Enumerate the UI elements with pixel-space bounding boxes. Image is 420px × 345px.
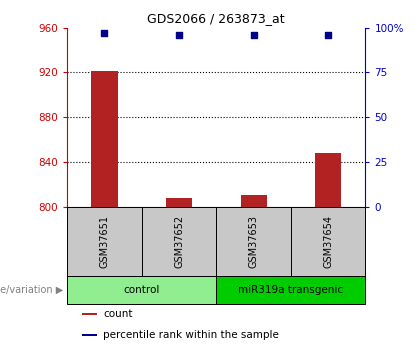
Point [176,32,182,38]
Text: GSM37653: GSM37653 [249,215,259,268]
Bar [291,207,365,276]
Text: GSM37654: GSM37654 [323,215,333,268]
Text: GSM37651: GSM37651 [100,215,110,268]
Bar [82,334,97,336]
Point [325,32,331,38]
Text: GSM37652: GSM37652 [174,215,184,268]
Bar [216,207,291,276]
Bar [315,153,341,207]
Bar [166,198,192,207]
Bar [241,195,267,207]
Text: genotype/variation ▶: genotype/variation ▶ [0,285,63,295]
Bar [92,71,118,207]
Bar [67,207,142,276]
Bar [67,276,216,304]
Text: percentile rank within the sample: percentile rank within the sample [103,330,279,339]
Text: count: count [103,309,132,319]
Bar [216,276,365,304]
Bar [82,313,97,315]
Text: control: control [123,285,160,295]
Title: GDS2066 / 263873_at: GDS2066 / 263873_at [147,12,285,25]
Text: miR319a transgenic: miR319a transgenic [238,285,344,295]
Point [101,30,108,36]
Bar [142,207,216,276]
Point [250,32,257,38]
